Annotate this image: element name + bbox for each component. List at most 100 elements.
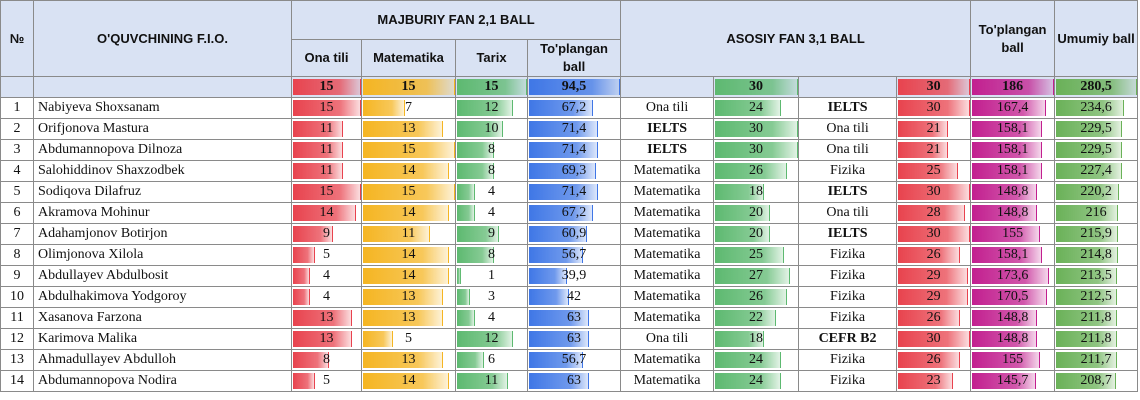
- s2-score-value: 30: [926, 184, 941, 199]
- ona-score-bar: [293, 310, 352, 326]
- ona-score-value: 9: [323, 226, 330, 241]
- s2-score-cell: 26: [896, 244, 972, 266]
- top-score-bar: [529, 268, 567, 284]
- tarix-score-bar: [457, 142, 494, 158]
- mat-score-value: 11: [401, 226, 416, 241]
- top-score-value: 56,7: [561, 247, 587, 262]
- ona-score-cell: 11: [291, 118, 362, 140]
- ona-score-cell: 11: [291, 139, 362, 161]
- s1-score-bar: [715, 100, 782, 116]
- umumiy-score-cell: 211,8: [1054, 307, 1139, 329]
- top-score-cell: 63: [526, 370, 622, 392]
- top-score-value: 71,4: [561, 184, 587, 199]
- tarix-score-value: 8: [488, 247, 495, 262]
- max-s2-cell: 30: [896, 76, 972, 98]
- tot-score-bar: [972, 226, 1041, 242]
- tot-score-bar: [972, 184, 1038, 200]
- row-number: 13: [0, 349, 34, 371]
- max-ona-cell: 15: [291, 76, 362, 98]
- main-subject-2-name: Ona tili: [798, 202, 898, 224]
- s1-score-cell: 20: [713, 202, 800, 224]
- tot-score-value: 148,8: [996, 331, 1029, 346]
- top-score-cell: 71,4: [526, 118, 622, 140]
- mat-score-bar: [363, 331, 393, 347]
- tarix-score-bar: [457, 184, 475, 200]
- umumiy-score-cell: 229,5: [1054, 139, 1139, 161]
- umumiy-score-cell: 234,6: [1054, 97, 1139, 119]
- umumiy-score-value: 229,5: [1080, 121, 1112, 136]
- main-subject-2-name: Fizika: [798, 286, 898, 308]
- tot-score-value: 173,6: [996, 268, 1029, 283]
- mat-score-value: 14: [401, 205, 416, 220]
- tot-score-value: 155: [1002, 352, 1024, 367]
- table-row: 14 Abdumannopova Nodira 5 14 11 63 Matematika 2…: [0, 370, 1139, 392]
- ona-score-value: 5: [323, 373, 330, 388]
- s1-score-cell: 18: [713, 181, 800, 203]
- ona-score-value: 13: [319, 310, 334, 325]
- main-subject-2-name: Fizika: [798, 307, 898, 329]
- s2-score-bar: [898, 142, 949, 158]
- s1-score-value: 24: [749, 373, 764, 388]
- top-score-cell: 39,9: [526, 265, 622, 287]
- student-name: Abdumannopova Nodira: [33, 370, 292, 392]
- s2-score-cell: 30: [896, 328, 972, 350]
- tot-score-bar: [972, 205, 1038, 221]
- tarix-score-cell: 1: [455, 265, 528, 287]
- tarix-score-value: 4: [488, 310, 495, 325]
- ona-score-value: 15: [319, 100, 334, 115]
- s2-score-value: 21: [926, 142, 941, 157]
- umumiy-score-cell: 220,2: [1054, 181, 1139, 203]
- umumiy-score-value: 208,7: [1080, 373, 1112, 388]
- mat-score-value: 13: [401, 289, 416, 304]
- tot-score-cell: 167,4: [970, 97, 1056, 119]
- umumiy-score-value: 227,4: [1080, 163, 1112, 178]
- mat-score-bar: [363, 247, 449, 263]
- ona-score-cell: 4: [291, 286, 362, 308]
- ona-score-bar: [293, 247, 315, 263]
- tot-score-bar: [972, 373, 1037, 389]
- tarix-score-cell: 4: [455, 181, 528, 203]
- max-tot-cell: 186: [970, 76, 1056, 98]
- top-score-bar: [529, 310, 590, 326]
- max-ona-bar: [293, 79, 361, 95]
- s1-score-cell: 25: [713, 244, 800, 266]
- main-subject-1-name: Matematika: [620, 307, 715, 329]
- mat-score-value: 15: [401, 184, 416, 199]
- max-s1-name-cell: [620, 76, 715, 98]
- main-subject-1-name: Matematika: [620, 202, 715, 224]
- max-s2-value: 30: [926, 79, 941, 94]
- row-number: 6: [0, 202, 34, 224]
- umumiy-score-bar: [1056, 310, 1117, 326]
- student-name: Orifjonova Mastura: [33, 118, 292, 140]
- table-row: 8 Olimjonova Xilola 5 14 8 56,7 Matematika 25 Fi…: [0, 244, 1139, 266]
- row-number: 7: [0, 223, 34, 245]
- umumiy-score-cell: 216: [1054, 202, 1139, 224]
- umumiy-score-bar: [1056, 268, 1118, 284]
- s2-score-value: 29: [926, 268, 941, 283]
- s1-score-bar: [715, 289, 787, 305]
- tot-score-value: 158,1: [996, 247, 1029, 262]
- main-subject-2-name: Fizika: [798, 349, 898, 371]
- student-name: Sodiqova Dilafruz: [33, 181, 292, 203]
- s2-score-value: 28: [926, 205, 941, 220]
- tot-score-value: 158,1: [996, 163, 1029, 178]
- mat-score-value: 14: [401, 163, 416, 178]
- tarix-score-cell: 4: [455, 202, 528, 224]
- row-number: 11: [0, 307, 34, 329]
- ona-score-cell: 4: [291, 265, 362, 287]
- ona-score-bar: [293, 352, 329, 368]
- table-row: 7 Adahamjonov Botirjon 9 11 9 60,9 Matematika 2…: [0, 223, 1139, 245]
- tarix-score-cell: 12: [455, 97, 528, 119]
- s2-score-value: 30: [926, 226, 941, 241]
- s2-score-bar: [898, 163, 958, 179]
- umumiy-score-value: 234,6: [1080, 100, 1112, 115]
- tot-score-bar: [972, 142, 1042, 158]
- tarix-score-value: 11: [484, 373, 499, 388]
- top-score-value: 71,4: [561, 142, 587, 157]
- tarix-score-cell: 8: [455, 139, 528, 161]
- umumiy-score-bar: [1056, 163, 1122, 179]
- top-score-value: 39,9: [561, 268, 587, 283]
- table-row: 4 Salohiddinov Shaxzodbek 11 14 8 69,3 Matemat…: [0, 160, 1139, 182]
- s1-score-bar: [715, 268, 790, 284]
- s1-score-cell: 24: [713, 97, 800, 119]
